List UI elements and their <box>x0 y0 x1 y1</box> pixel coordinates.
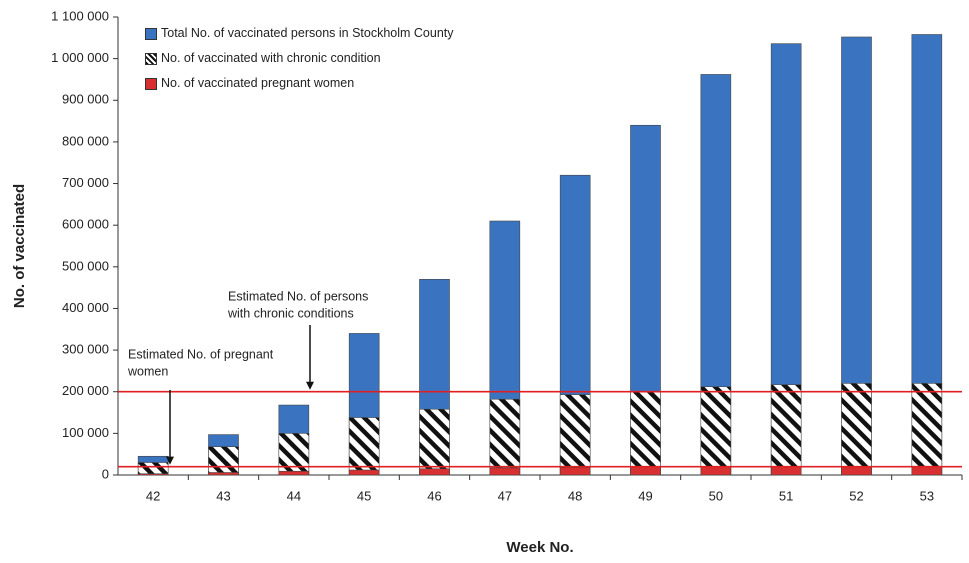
y-tick-label: 1 000 000 <box>51 50 109 65</box>
bar <box>770 466 802 476</box>
y-tick-label: 500 000 <box>62 258 109 273</box>
bar <box>630 391 661 476</box>
y-tick-label: 300 000 <box>62 342 109 357</box>
y-axis-title: No. of vaccinated <box>11 184 28 308</box>
y-tick-label: 1 100 000 <box>51 8 109 23</box>
annotation: Estimated No. of pregnant <box>128 347 274 361</box>
y-tick-label: 400 000 <box>62 300 109 315</box>
y-tick-label: 600 000 <box>62 217 109 232</box>
legend: Total No. of vaccinated persons in Stock… <box>145 26 490 101</box>
legend-swatch <box>145 78 157 90</box>
x-tick-label: 48 <box>568 488 582 503</box>
bar <box>137 462 169 476</box>
bar <box>278 433 310 476</box>
x-tick-label: 45 <box>357 488 371 503</box>
legend-swatch <box>145 28 157 40</box>
x-axis-title: Week No. <box>506 539 573 556</box>
bar <box>208 446 239 476</box>
bar <box>559 394 591 476</box>
x-tick-label: 50 <box>709 488 723 503</box>
bar <box>911 383 943 476</box>
legend-item: No. of vaccinated with chronic condition <box>145 51 490 66</box>
y-tick-label: 0 <box>102 466 109 481</box>
bar <box>559 467 591 476</box>
x-tick-label: 43 <box>216 488 230 503</box>
bar <box>841 466 872 476</box>
arrow-head <box>166 456 174 465</box>
x-tick-label: 53 <box>920 488 934 503</box>
bar <box>841 383 872 476</box>
y-tick-label: 900 000 <box>62 92 109 107</box>
arrow-head <box>306 381 314 390</box>
legend-label: No. of vaccinated pregnant women <box>161 76 355 90</box>
bar <box>278 470 310 476</box>
legend-label: No. of vaccinated with chronic condition <box>161 51 381 65</box>
y-tick-label: 100 000 <box>62 425 109 440</box>
bar <box>137 473 169 476</box>
y-tick-label: 200 000 <box>62 383 109 398</box>
annotation: women <box>127 364 168 378</box>
annotation: Estimated No. of persons <box>228 289 368 303</box>
legend-swatch <box>145 53 157 65</box>
y-tick-label: 800 000 <box>62 133 109 148</box>
annotation: with chronic conditions <box>227 306 354 320</box>
y-tick-label: 700 000 <box>62 175 109 190</box>
bar <box>348 469 380 476</box>
bar <box>630 466 661 476</box>
legend-label: Total No. of vaccinated persons in Stock… <box>161 26 454 40</box>
bar <box>700 466 732 476</box>
x-tick-label: 47 <box>498 488 512 503</box>
bar <box>489 398 521 476</box>
bar <box>770 384 802 476</box>
x-tick-label: 46 <box>427 488 441 503</box>
x-tick-label: 44 <box>287 488 301 503</box>
bar <box>419 408 450 476</box>
x-tick-label: 52 <box>849 488 863 503</box>
legend-item: Total No. of vaccinated persons in Stock… <box>145 26 490 41</box>
bar <box>208 472 239 476</box>
bar <box>419 468 450 476</box>
legend-item: No. of vaccinated pregnant women <box>145 76 490 91</box>
bar <box>911 465 943 476</box>
x-tick-label: 49 <box>638 488 652 503</box>
bar <box>700 386 732 476</box>
bar <box>489 467 521 476</box>
x-tick-label: 51 <box>779 488 793 503</box>
x-tick-label: 42 <box>146 488 160 503</box>
